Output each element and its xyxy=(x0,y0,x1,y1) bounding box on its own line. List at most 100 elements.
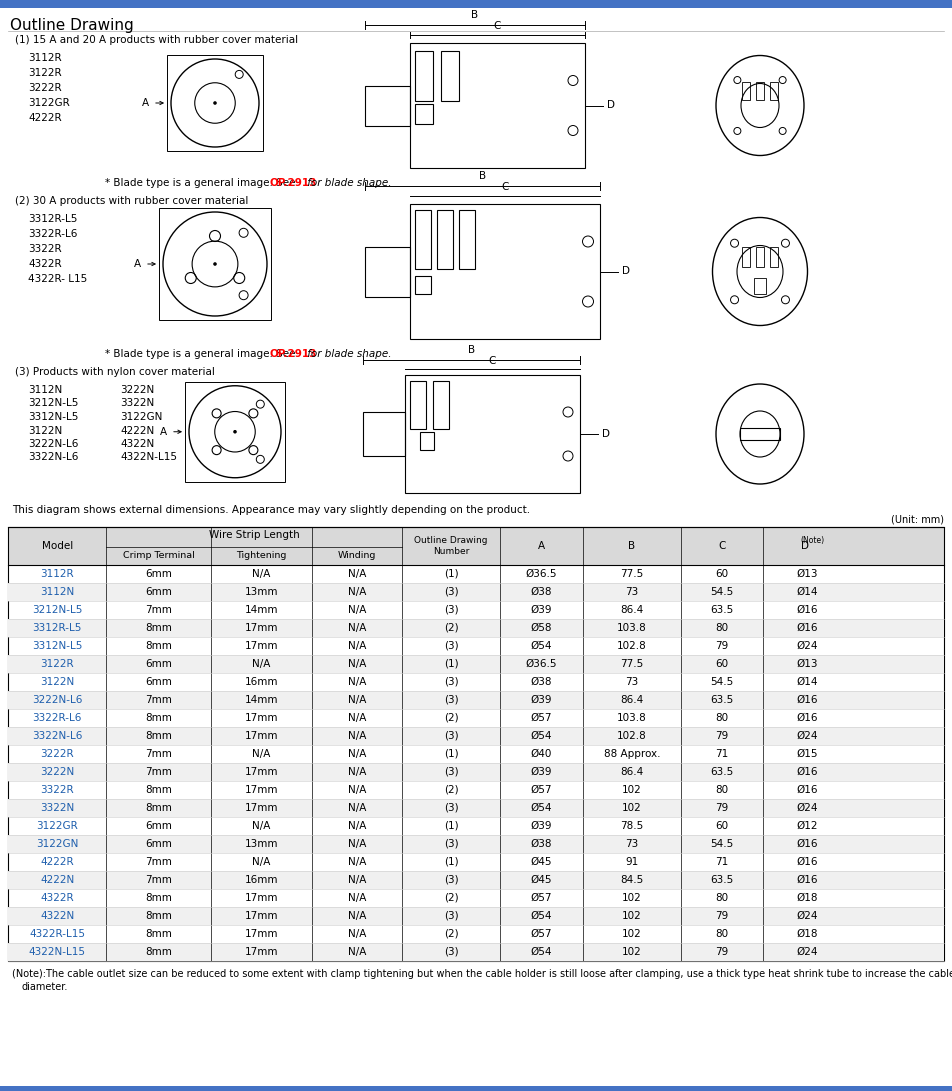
Bar xyxy=(770,82,778,99)
Text: 86.4: 86.4 xyxy=(620,695,644,705)
Text: Wire Strip Length: Wire Strip Length xyxy=(208,530,300,540)
Text: Ø16: Ø16 xyxy=(796,623,818,633)
Text: 3322N: 3322N xyxy=(120,398,154,408)
Text: 8mm: 8mm xyxy=(146,803,172,813)
Text: Ø54: Ø54 xyxy=(531,947,552,957)
Text: N/A: N/A xyxy=(347,875,367,885)
Text: Ø24: Ø24 xyxy=(796,947,818,957)
Text: Ø14: Ø14 xyxy=(796,678,818,687)
Text: 91: 91 xyxy=(625,858,639,867)
Text: 63.5: 63.5 xyxy=(710,767,734,777)
Bar xyxy=(159,208,271,320)
Text: 3112N: 3112N xyxy=(40,587,74,597)
Text: (3): (3) xyxy=(444,642,459,651)
Text: 54.5: 54.5 xyxy=(710,678,734,687)
Text: 79: 79 xyxy=(716,947,729,957)
Text: 17mm: 17mm xyxy=(245,786,278,795)
Text: Ø16: Ø16 xyxy=(796,858,818,867)
Text: 3322R: 3322R xyxy=(40,786,74,795)
Text: 80: 80 xyxy=(716,714,728,723)
Text: 3122N: 3122N xyxy=(40,678,74,687)
Text: 6mm: 6mm xyxy=(146,659,172,669)
Text: 8mm: 8mm xyxy=(146,714,172,723)
Bar xyxy=(8,763,944,781)
Text: 3212N-L5: 3212N-L5 xyxy=(32,606,82,615)
Text: N/A: N/A xyxy=(252,858,270,867)
Text: 80: 80 xyxy=(716,786,728,795)
Text: (Note):The cable outlet size can be reduced to some extent with clamp tightening: (Note):The cable outlet size can be redu… xyxy=(12,969,952,979)
Text: Ø24: Ø24 xyxy=(796,642,818,651)
Text: Ø16: Ø16 xyxy=(796,714,818,723)
Text: 77.5: 77.5 xyxy=(620,659,644,669)
Text: 8mm: 8mm xyxy=(146,786,172,795)
Text: for blade shape.: for blade shape. xyxy=(304,349,391,359)
Text: 80: 80 xyxy=(716,623,728,633)
Text: 3322N-L6: 3322N-L6 xyxy=(32,731,82,741)
Text: D: D xyxy=(622,266,630,276)
Text: 77.5: 77.5 xyxy=(620,570,644,579)
Bar xyxy=(8,527,944,565)
Text: 4322N-L15: 4322N-L15 xyxy=(29,947,86,957)
Text: N/A: N/A xyxy=(347,894,367,903)
Text: 17mm: 17mm xyxy=(245,623,278,633)
Circle shape xyxy=(233,430,237,433)
Text: Ø38: Ø38 xyxy=(531,678,552,687)
Text: (3): (3) xyxy=(444,587,459,597)
Bar xyxy=(8,835,944,853)
Text: 3122GN: 3122GN xyxy=(120,412,163,422)
Text: OP.2913: OP.2913 xyxy=(269,178,317,188)
Text: N/A: N/A xyxy=(347,822,367,831)
Bar xyxy=(742,82,750,99)
Text: 3222N: 3222N xyxy=(120,385,154,395)
Text: Model: Model xyxy=(42,541,72,551)
Text: 73: 73 xyxy=(625,839,639,849)
Bar xyxy=(770,247,778,266)
Bar xyxy=(420,432,434,449)
Text: * Blade type is a general image. See: * Blade type is a general image. See xyxy=(105,349,299,359)
Bar xyxy=(437,209,453,268)
Text: 80: 80 xyxy=(716,894,728,903)
Text: N/A: N/A xyxy=(347,947,367,957)
Text: 73: 73 xyxy=(625,587,639,597)
Text: N/A: N/A xyxy=(347,642,367,651)
Text: 4322R- L15: 4322R- L15 xyxy=(28,274,88,284)
Text: OP.2913: OP.2913 xyxy=(269,349,317,359)
Text: 7mm: 7mm xyxy=(146,750,172,759)
Bar xyxy=(415,276,431,293)
Text: N/A: N/A xyxy=(347,839,367,849)
Text: * Blade type is a general image. See: * Blade type is a general image. See xyxy=(105,178,299,188)
Text: 13mm: 13mm xyxy=(245,587,278,597)
Text: Ø54: Ø54 xyxy=(531,642,552,651)
Text: 6mm: 6mm xyxy=(146,587,172,597)
Bar xyxy=(8,527,944,961)
Text: Ø14: Ø14 xyxy=(796,587,818,597)
Bar xyxy=(8,655,944,673)
Bar xyxy=(740,428,780,440)
Text: Ø16: Ø16 xyxy=(796,695,818,705)
Text: 3122GR: 3122GR xyxy=(28,98,69,108)
Text: Ø54: Ø54 xyxy=(531,911,552,921)
Text: 71: 71 xyxy=(716,858,729,867)
Text: (3): (3) xyxy=(444,767,459,777)
Text: Ø13: Ø13 xyxy=(796,659,818,669)
Text: Ø36.5: Ø36.5 xyxy=(526,570,557,579)
Text: (1): (1) xyxy=(444,659,459,669)
Text: 4322R-L15: 4322R-L15 xyxy=(30,930,85,939)
Text: 4222R: 4222R xyxy=(40,858,74,867)
Text: (1) 15 A and 20 A products with rubber cover material: (1) 15 A and 20 A products with rubber c… xyxy=(15,35,298,45)
Text: 3312N-L5: 3312N-L5 xyxy=(32,642,82,651)
Text: 17mm: 17mm xyxy=(245,947,278,957)
Text: 3222N-L6: 3222N-L6 xyxy=(28,439,78,449)
Text: 7mm: 7mm xyxy=(146,695,172,705)
Text: N/A: N/A xyxy=(347,623,367,633)
Text: 17mm: 17mm xyxy=(245,930,278,939)
Text: 17mm: 17mm xyxy=(245,894,278,903)
Text: 4222R: 4222R xyxy=(28,113,62,123)
Text: 63.5: 63.5 xyxy=(710,606,734,615)
Text: This diagram shows external dimensions. Appearance may vary slightly depending o: This diagram shows external dimensions. … xyxy=(12,505,530,515)
Bar xyxy=(405,375,580,493)
Bar xyxy=(8,691,944,709)
Bar xyxy=(0,0,952,8)
Text: 7mm: 7mm xyxy=(146,875,172,885)
Text: A: A xyxy=(134,259,141,269)
